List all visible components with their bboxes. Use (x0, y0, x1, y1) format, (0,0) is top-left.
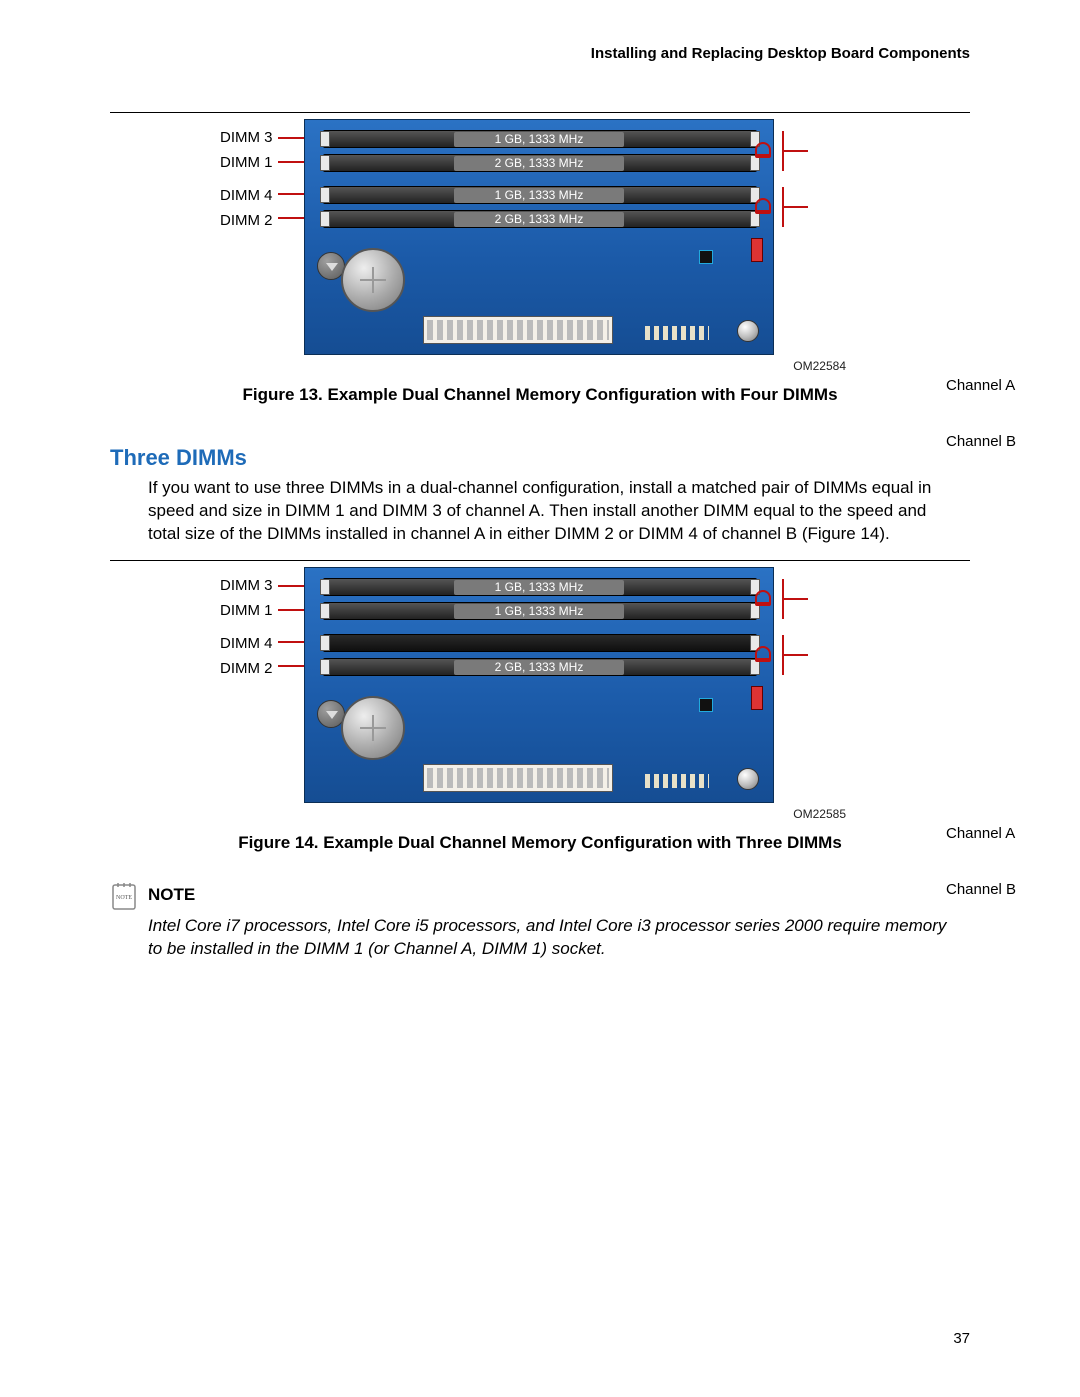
rule-top-fig14 (110, 560, 970, 561)
rule-top-fig13 (110, 112, 970, 113)
dimm-slot: 2 GB, 1333 MHz (323, 658, 757, 676)
figure-reference-code: OM22585 (230, 807, 850, 821)
sata-port-icon (751, 238, 763, 262)
dimm-slot: 1 GB, 1333 MHz (323, 578, 757, 596)
standoff-icon (737, 768, 759, 790)
figure-14: DIMM 3 DIMM 1 DIMM 4 DIMM 2 1 GB, 1333 M… (110, 567, 970, 853)
note-icon: NOTE (110, 879, 138, 911)
atx-connector-icon (423, 316, 613, 344)
figure-caption: Figure 14. Example Dual Channel Memory C… (110, 833, 970, 853)
note-text: Intel Core i7 processors, Intel Core i5 … (148, 915, 960, 961)
dimm-label: DIMM 3 (220, 125, 273, 150)
header-title: Installing and Replacing Desktop Board C… (591, 45, 970, 62)
dimm-label: DIMM 2 (220, 208, 273, 233)
dimm-label: DIMM 3 (220, 573, 273, 598)
motherboard-graphic: 1 GB, 1333 MHz 2 GB, 1333 MHz 1 GB, 1333… (304, 119, 774, 355)
sata-port-icon (751, 686, 763, 710)
channel-label: Channel B (946, 433, 1036, 450)
figure-caption: Figure 13. Example Dual Channel Memory C… (110, 385, 970, 405)
cmos-battery-icon (341, 696, 405, 760)
lock-icon (755, 142, 771, 158)
channel-label: Channel A (946, 377, 1036, 394)
motherboard-graphic: 1 GB, 1333 MHz 1 GB, 1333 MHz 2 GB, 1333… (304, 567, 774, 803)
dimm-slot: 2 GB, 1333 MHz (323, 210, 757, 228)
chip-icon (699, 250, 713, 264)
dimm-label: DIMM 4 (220, 183, 273, 208)
lock-icon (755, 646, 771, 662)
dimm-label: DIMM 2 (220, 656, 273, 681)
dimm-slot: 1 GB, 1333 MHz (323, 186, 757, 204)
dimm-slot: 1 GB, 1333 MHz (323, 602, 757, 620)
lock-icon (755, 590, 771, 606)
lock-icon (755, 198, 771, 214)
dimm-slot-empty (323, 634, 757, 652)
note-label: NOTE (148, 885, 195, 905)
note-block: NOTE NOTE (110, 879, 970, 911)
dimm-slot: 2 GB, 1333 MHz (323, 154, 757, 172)
dimm-slot: 1 GB, 1333 MHz (323, 130, 757, 148)
chip-icon (699, 698, 713, 712)
jumper-block-icon (645, 774, 709, 788)
dimm-label: DIMM 4 (220, 631, 273, 656)
section-heading-three-dimms: Three DIMMs (110, 445, 970, 471)
cmos-battery-icon (341, 248, 405, 312)
jumper-block-icon (645, 326, 709, 340)
channel-label: Channel A (946, 825, 1036, 842)
dimm-label: DIMM 1 (220, 598, 273, 623)
svg-text:NOTE: NOTE (116, 895, 132, 901)
section-body: If you want to use three DIMMs in a dual… (148, 477, 960, 546)
figure-reference-code: OM22584 (230, 359, 850, 373)
channel-label: Channel B (946, 881, 1036, 898)
figure-13: DIMM 3 DIMM 1 DIMM 4 DIMM 2 1 GB, 1333 M… (110, 119, 970, 405)
page-number: 37 (953, 1330, 970, 1347)
standoff-icon (737, 320, 759, 342)
dimm-label: DIMM 1 (220, 150, 273, 175)
atx-connector-icon (423, 764, 613, 792)
page-header: Installing and Replacing Desktop Board C… (110, 45, 970, 62)
